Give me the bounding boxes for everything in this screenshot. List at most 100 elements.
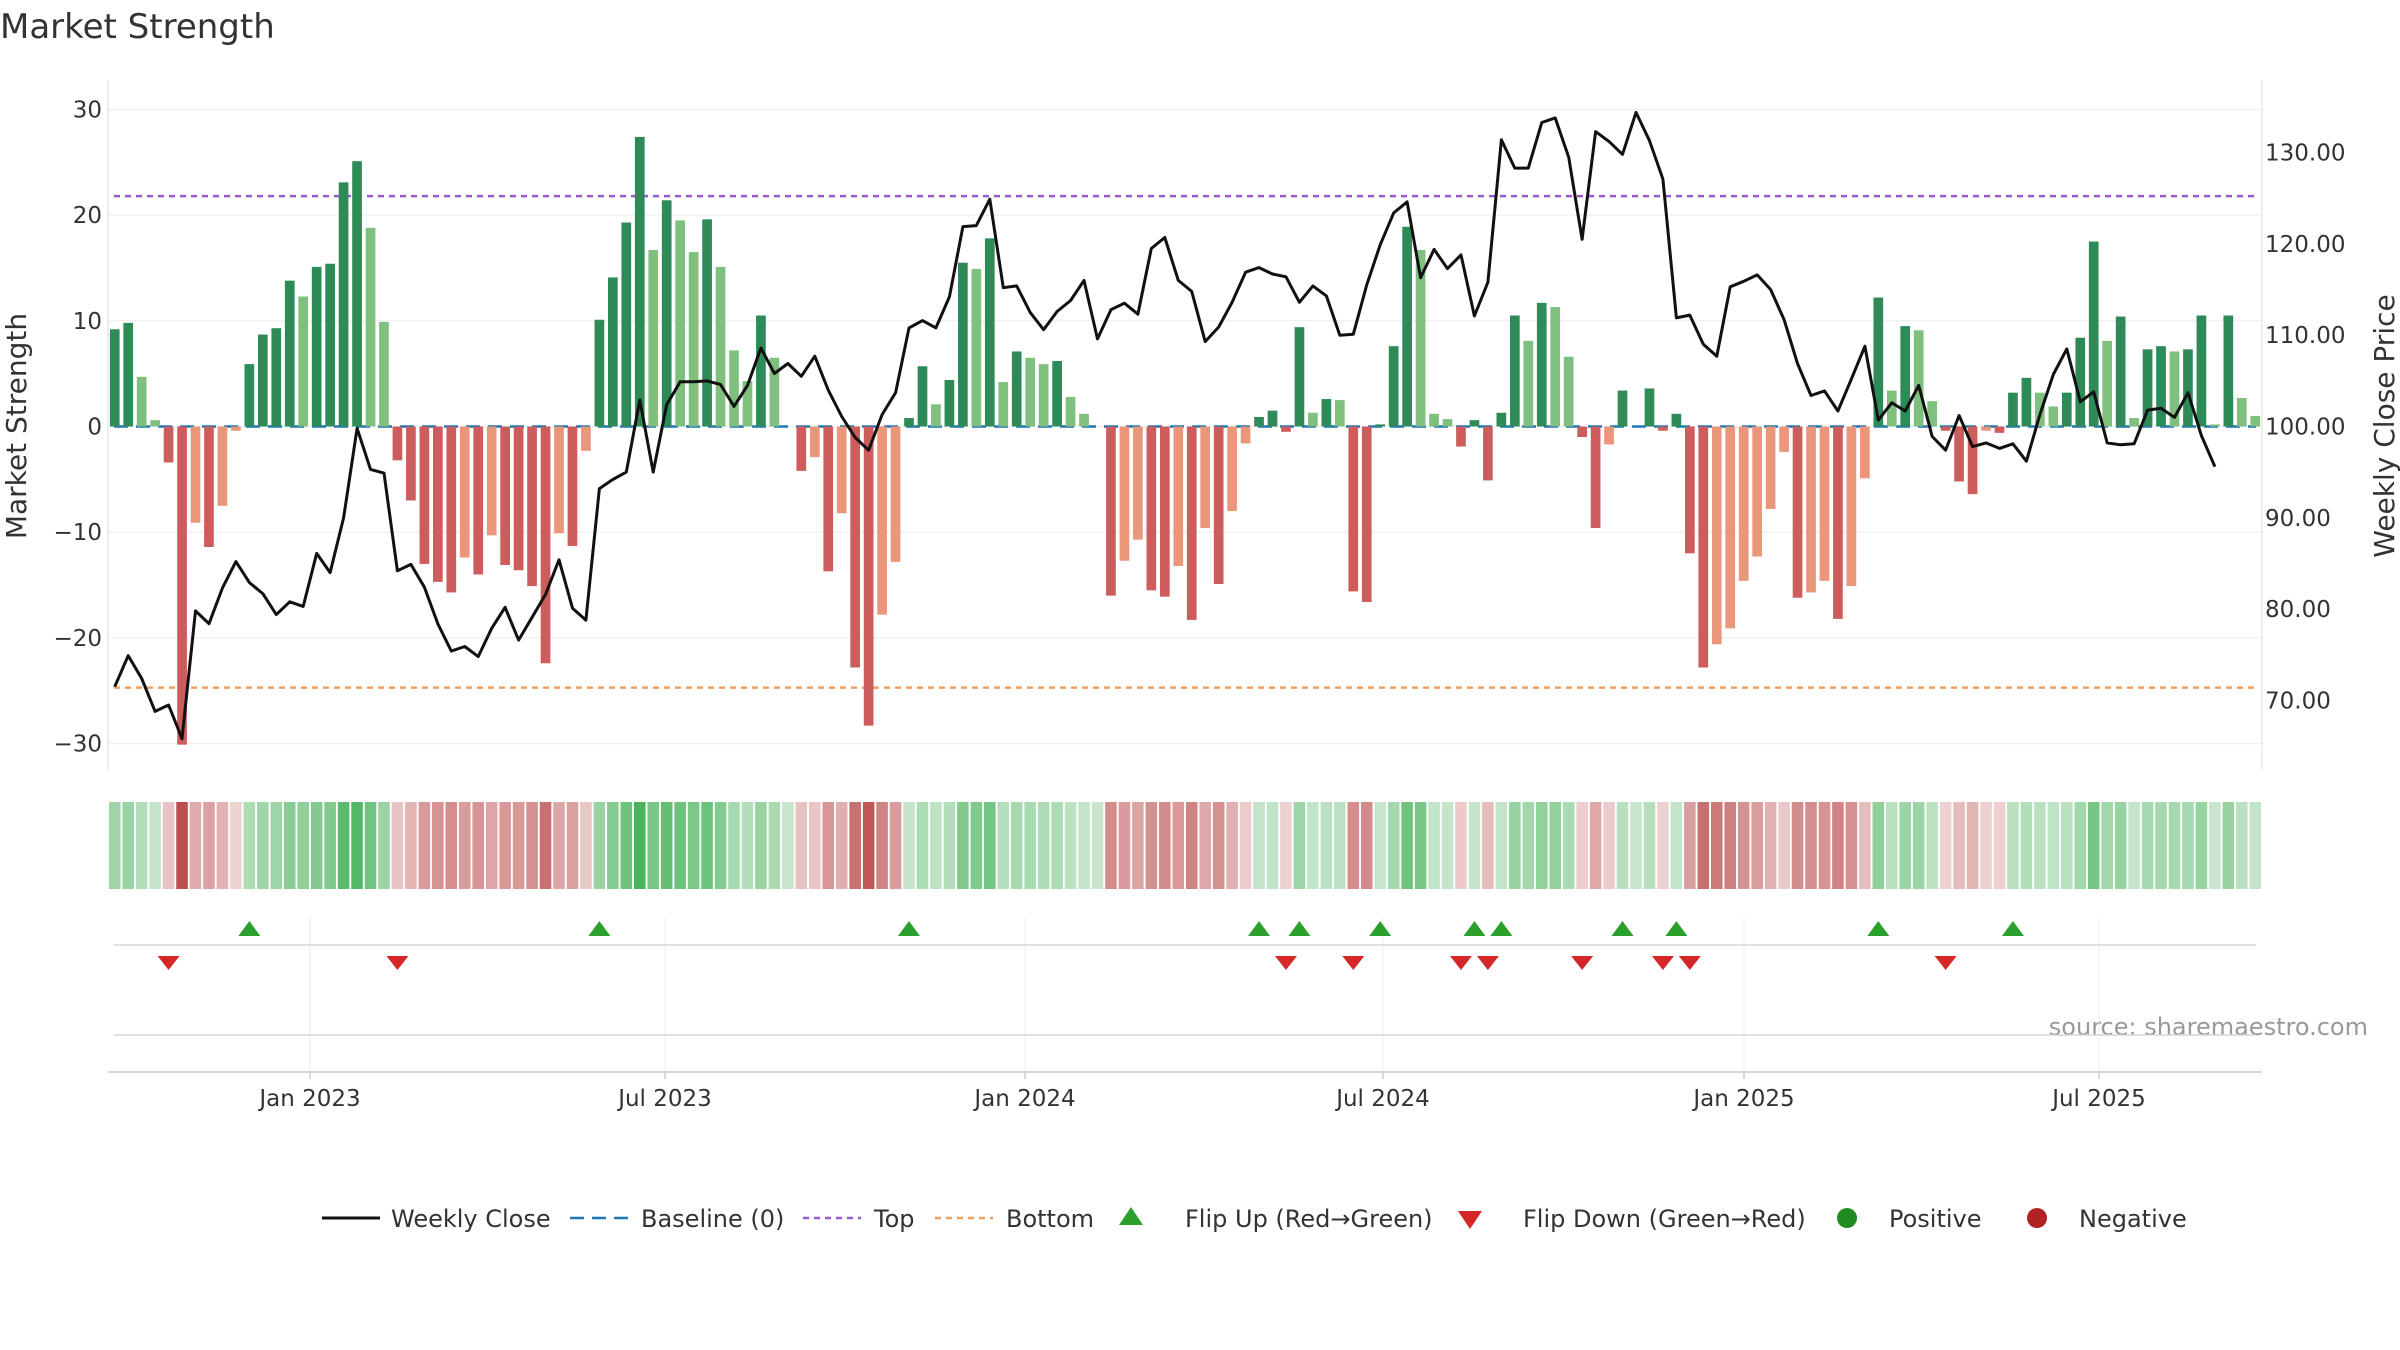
heat-cell bbox=[741, 802, 754, 889]
strength-bar bbox=[2048, 406, 2059, 427]
heat-cell bbox=[499, 802, 511, 889]
heat-cell bbox=[930, 802, 942, 889]
heat-cell bbox=[2236, 802, 2248, 889]
strength-bar bbox=[1698, 426, 1709, 668]
heat-cell bbox=[660, 802, 673, 889]
heat-cell bbox=[782, 802, 794, 889]
strength-bar bbox=[1348, 426, 1359, 592]
strength-bar bbox=[352, 161, 362, 427]
y-tick-label: −10 bbox=[53, 520, 102, 546]
strength-bar bbox=[1106, 426, 1116, 596]
heat-cell bbox=[378, 802, 390, 889]
strength-bar bbox=[1375, 424, 1386, 427]
heat-cell bbox=[526, 802, 538, 889]
strength-bar bbox=[1752, 426, 1763, 557]
strength-bar bbox=[2223, 315, 2234, 427]
heat-cell bbox=[1859, 802, 1871, 889]
heat-cell bbox=[768, 802, 781, 889]
flip-up-marker bbox=[1867, 921, 1890, 936]
strength-bar bbox=[1415, 249, 1426, 427]
strength-bar bbox=[567, 426, 578, 546]
legend-label: Flip Down (Green→Red) bbox=[1523, 1205, 1806, 1233]
heat-cell bbox=[189, 802, 202, 889]
strength-bar bbox=[554, 426, 564, 534]
heat-cell bbox=[1791, 802, 1804, 889]
strength-bar bbox=[2102, 340, 2113, 427]
flip-up-marker bbox=[1490, 921, 1513, 936]
strength-bar bbox=[1200, 426, 1211, 528]
heat-cell bbox=[458, 802, 471, 889]
heat-cell bbox=[1428, 802, 1440, 889]
heat-cell bbox=[1966, 802, 1979, 889]
flip-down-marker bbox=[1934, 956, 1957, 970]
flip-down-marker bbox=[1342, 956, 1365, 970]
flip-down-marker bbox=[1571, 956, 1594, 970]
heat-cell bbox=[176, 802, 188, 889]
heat-cell bbox=[1253, 802, 1265, 889]
heat-cell bbox=[1334, 802, 1346, 889]
heat-cell bbox=[1145, 802, 1158, 889]
heat-cell bbox=[1926, 802, 1938, 889]
heat-cell bbox=[1953, 802, 1965, 889]
heat-cell bbox=[1697, 802, 1710, 889]
heat-cell bbox=[2128, 802, 2140, 889]
strength-bar bbox=[459, 426, 470, 558]
heat-cell bbox=[647, 802, 660, 889]
axes: Market Strength Weekly Close Price bbox=[0, 80, 2400, 770]
heat-cell bbox=[1778, 802, 1790, 889]
y2-tick-label: 120.00 bbox=[2265, 232, 2345, 258]
strength-bar bbox=[473, 426, 484, 575]
heat-cell bbox=[2249, 802, 2262, 889]
y-axis-title: Market Strength bbox=[0, 313, 33, 539]
heat-cell bbox=[364, 802, 377, 889]
strength-bar bbox=[1308, 412, 1318, 427]
strength-bar bbox=[944, 379, 955, 427]
strength-bar bbox=[204, 426, 214, 547]
strength-bar bbox=[931, 404, 941, 427]
x-tick-label: Jan 2023 bbox=[257, 1086, 360, 1112]
strength-bar bbox=[1738, 426, 1749, 581]
heat-cell bbox=[122, 802, 134, 889]
legend-swatch bbox=[1119, 1207, 1143, 1225]
y2-tick-label: 70.00 bbox=[2265, 688, 2331, 714]
heat-cell bbox=[1105, 802, 1117, 889]
strength-bar bbox=[1981, 426, 1991, 431]
x-tick-label: Jul 2024 bbox=[1334, 1086, 1430, 1112]
heat-cell bbox=[1980, 802, 1992, 889]
y2-tick-label: 110.00 bbox=[2265, 323, 2345, 349]
strength-bar bbox=[1361, 426, 1372, 602]
heat-cell bbox=[472, 802, 485, 889]
heat-cell bbox=[822, 802, 835, 889]
strength-bar bbox=[163, 426, 174, 463]
heat-cell bbox=[1266, 802, 1279, 889]
strength-bar bbox=[1173, 426, 1184, 567]
strength-bar bbox=[446, 426, 457, 593]
strength-bar bbox=[1658, 426, 1668, 431]
source-label: source: sharemaestro.com bbox=[2049, 1013, 2368, 1041]
heat-cell bbox=[1603, 802, 1615, 889]
heat-cell bbox=[2007, 802, 2019, 889]
heat-cell bbox=[1939, 802, 1952, 889]
strength-bar bbox=[1321, 399, 1332, 427]
heat-cell bbox=[566, 802, 579, 889]
reference-lines bbox=[114, 194, 2256, 689]
heat-cell bbox=[1468, 802, 1481, 889]
heat-cell bbox=[1037, 802, 1050, 889]
strength-bar bbox=[231, 426, 241, 431]
heat-cell bbox=[1885, 802, 1898, 889]
strength-bar bbox=[998, 382, 1009, 427]
heat-cell bbox=[2168, 802, 2181, 889]
strength-bar bbox=[325, 263, 335, 427]
strength-bar bbox=[1213, 426, 1224, 584]
y-tick-label: −30 bbox=[53, 732, 102, 758]
heat-cell bbox=[1764, 802, 1777, 889]
strength-bar bbox=[2142, 349, 2153, 427]
y-tick-label: 0 bbox=[87, 415, 102, 441]
strength-bar bbox=[1496, 412, 1507, 427]
flip-down-marker bbox=[1651, 956, 1674, 970]
heat-strip bbox=[108, 802, 2262, 889]
heat-cell bbox=[889, 802, 902, 889]
strength-bar bbox=[917, 366, 928, 427]
heat-cell bbox=[1522, 802, 1535, 889]
strength-bar bbox=[1577, 426, 1587, 438]
